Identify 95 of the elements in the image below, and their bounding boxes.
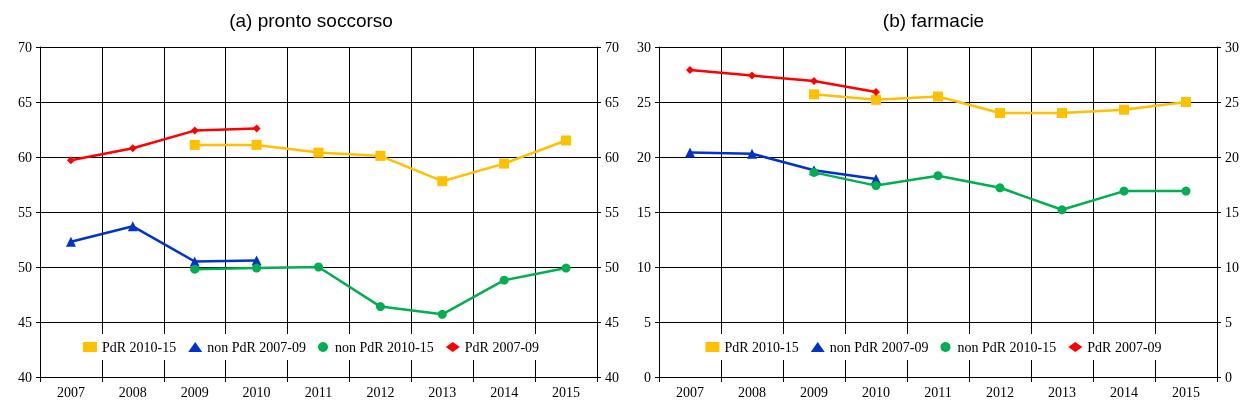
y-tick-label: 55: [18, 204, 32, 220]
point: [1119, 186, 1129, 196]
point: [499, 158, 510, 169]
x-tick-label: 2007: [676, 384, 704, 400]
legend-label: PdR 2010-15: [101, 339, 177, 355]
y2-tick-label: 20: [1225, 149, 1239, 165]
point: [686, 66, 694, 75]
point: [995, 183, 1005, 193]
x-tick-label: 2012: [366, 384, 395, 400]
y2-tick-label: 15: [1225, 204, 1239, 220]
chart-title: (b) farmacie: [882, 10, 985, 31]
point: [1057, 108, 1067, 118]
point: [375, 150, 386, 161]
y2-tick-label: 5: [1225, 314, 1232, 330]
point: [685, 147, 695, 158]
y-tick-label: 0: [644, 369, 651, 385]
point: [1181, 186, 1191, 196]
legend-label: non PdR 2010-15: [335, 339, 434, 355]
point: [127, 221, 138, 232]
point: [933, 171, 943, 181]
y-tick-label: 30: [637, 39, 651, 55]
y2-tick-label: 40: [605, 369, 619, 385]
point: [251, 139, 262, 150]
legend-label: non PdR 2007-09: [829, 339, 929, 355]
point: [561, 263, 571, 273]
x-tick-label: 2013: [428, 384, 457, 400]
point: [933, 91, 943, 102]
x-tick-label: 2009: [180, 384, 209, 400]
point: [1181, 97, 1191, 107]
y-tick-label: 25: [637, 94, 651, 110]
y-tick-label: 65: [18, 94, 32, 110]
y-tick-label: 70: [18, 39, 32, 55]
chart-title: (a) pronto soccorso: [229, 10, 393, 31]
point: [810, 77, 818, 86]
point: [66, 156, 75, 165]
x-tick-label: 2011: [304, 384, 333, 400]
x-tick-label: 2014: [1110, 384, 1138, 400]
point: [561, 135, 572, 146]
y2-tick-label: 45: [605, 314, 619, 330]
x-tick-label: 2013: [1048, 384, 1076, 400]
y2-tick-label: 30: [1225, 39, 1239, 55]
point: [748, 71, 756, 80]
x-tick-label: 2012: [986, 384, 1014, 400]
point: [189, 139, 200, 150]
y-tick-label: 20: [637, 149, 651, 165]
y2-tick-label: 0: [1225, 369, 1232, 385]
legend-label: PdR 2010-15: [724, 339, 799, 355]
y2-tick-label: 70: [605, 39, 619, 55]
point: [747, 148, 757, 159]
legend-label: non PdR 2010-15: [957, 339, 1057, 355]
x-tick-label: 2014: [490, 384, 519, 400]
y-tick-label: 60: [18, 149, 32, 165]
x-tick-label: 2008: [118, 384, 147, 400]
y-tick-label: 50: [18, 259, 32, 275]
point: [872, 88, 880, 97]
point: [1119, 104, 1129, 115]
y-tick-label: 45: [18, 314, 32, 330]
legend-label: PdR 2007-09: [464, 339, 540, 355]
y-tick-label: 10: [637, 259, 651, 275]
point: [313, 147, 324, 158]
point: [871, 94, 881, 105]
x-tick-label: 2015: [1172, 384, 1200, 400]
y2-tick-label: 50: [605, 259, 619, 275]
point: [190, 126, 199, 135]
point: [871, 181, 881, 191]
point: [1057, 205, 1067, 215]
y-tick-label: 5: [644, 314, 651, 330]
point: [499, 275, 509, 285]
point: [252, 124, 261, 133]
y2-tick-label: 60: [605, 149, 619, 165]
point: [128, 144, 137, 153]
point: [375, 302, 385, 312]
legend-label: PdR 2007-09: [1087, 339, 1162, 355]
y-tick-label: 40: [18, 369, 32, 385]
point: [809, 89, 819, 100]
y2-tick-label: 25: [1225, 94, 1239, 110]
point: [314, 262, 323, 272]
point: [65, 236, 76, 247]
y-tick-label: 15: [637, 204, 651, 220]
x-tick-label: 2008: [738, 384, 766, 400]
legend-label: non PdR 2007-09: [207, 339, 307, 355]
point: [190, 264, 200, 274]
point: [437, 176, 448, 187]
x-tick-label: 2010: [862, 384, 890, 400]
point: [252, 263, 262, 273]
y2-tick-label: 65: [605, 94, 619, 110]
y2-tick-label: 55: [605, 204, 619, 220]
y2-tick-label: 10: [1225, 259, 1239, 275]
x-tick-label: 2010: [242, 384, 271, 400]
x-tick-label: 2015: [552, 384, 581, 400]
x-tick-label: 2007: [56, 384, 85, 400]
point: [995, 108, 1005, 118]
point: [437, 309, 447, 319]
x-tick-label: 2011: [924, 384, 952, 400]
x-tick-label: 2009: [800, 384, 828, 400]
